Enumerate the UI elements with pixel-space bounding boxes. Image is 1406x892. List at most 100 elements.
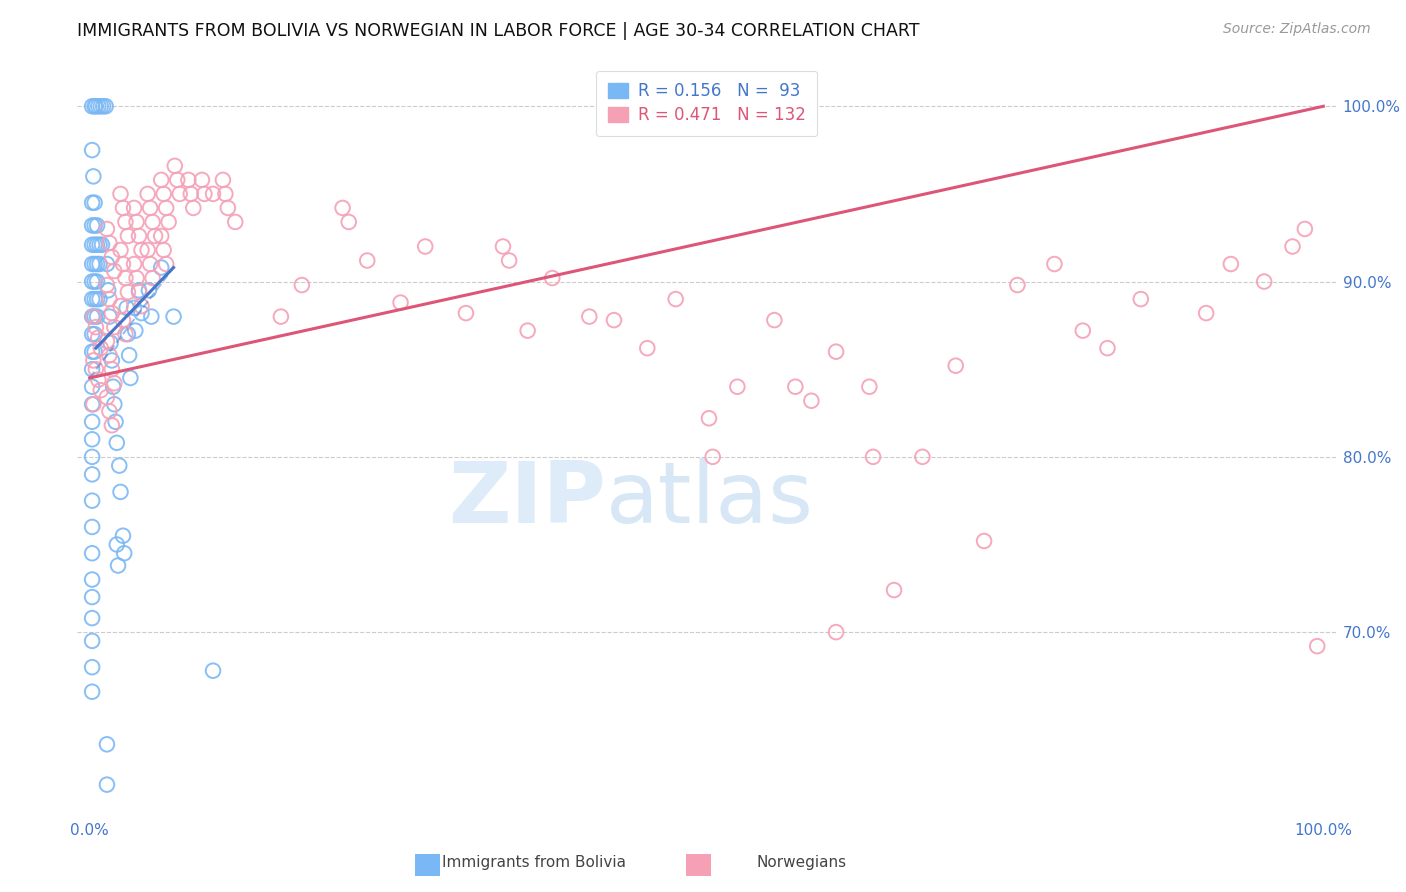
Point (82, 380, 104, 394)
Point (217, 201, 239, 215)
Point (82, 237, 104, 252)
Point (82, 590, 104, 604)
Point (105, 435, 128, 450)
Point (122, 201, 145, 215)
Point (82, 275, 104, 289)
Point (1195, 306, 1218, 320)
Point (82, 520, 104, 534)
Point (110, 243, 132, 257)
Point (83, 219, 105, 233)
Point (89, 237, 111, 252)
Point (181, 201, 204, 215)
Point (82, 195, 104, 210)
Point (82, 573, 104, 587)
Point (139, 257, 162, 271)
Point (413, 239, 436, 253)
Point (98, 292, 121, 306)
Point (87, 99, 110, 113)
Text: IMMIGRANTS FROM BOLIVIA VS NORWEGIAN IN LABOR FORCE | AGE 30-34 CORRELATION CHAR: IMMIGRANTS FROM BOLIVIA VS NORWEGIAN IN … (77, 22, 920, 40)
Point (82, 493, 104, 508)
Point (89, 292, 111, 306)
Point (152, 243, 174, 257)
Point (90, 341, 112, 355)
Point (107, 558, 129, 573)
Point (96, 737, 118, 751)
Point (90, 383, 112, 397)
Point (150, 260, 173, 275)
Point (180, 186, 202, 201)
Point (697, 411, 720, 425)
Point (114, 215, 136, 229)
Point (143, 229, 166, 244)
Point (177, 173, 200, 187)
Point (117, 327, 139, 342)
Point (90, 99, 112, 113)
Point (104, 415, 127, 429)
Point (110, 186, 132, 201)
Point (973, 533, 995, 548)
Point (141, 310, 163, 324)
Point (114, 327, 136, 342)
Point (138, 283, 160, 297)
Point (83, 292, 105, 306)
Point (800, 393, 823, 408)
Point (84, 99, 107, 113)
Point (118, 348, 141, 362)
Point (337, 215, 360, 229)
Point (785, 380, 807, 394)
Point (82, 546, 104, 560)
Point (578, 310, 600, 324)
Point (492, 239, 515, 253)
Point (101, 306, 124, 320)
Point (1097, 341, 1119, 355)
Point (332, 201, 354, 215)
Point (91, 99, 114, 113)
Point (162, 310, 184, 324)
Point (105, 537, 128, 551)
Point (82, 310, 104, 324)
Point (101, 353, 124, 368)
Legend: R = 0.156   N =  93, R = 0.471   N = 132: R = 0.156 N = 93, R = 0.471 N = 132 (596, 70, 817, 136)
Point (150, 229, 173, 244)
Point (122, 301, 145, 315)
Point (665, 292, 688, 306)
Point (82, 415, 104, 429)
Point (155, 257, 177, 271)
Point (103, 376, 125, 391)
Point (82, 99, 104, 113)
Point (82, 327, 104, 342)
Point (139, 201, 162, 215)
Point (356, 253, 378, 268)
Point (97, 283, 120, 297)
Point (82, 143, 104, 157)
Point (191, 173, 214, 187)
Point (82, 397, 104, 411)
Point (101, 362, 124, 376)
Point (516, 324, 538, 338)
Point (82, 633, 104, 648)
Point (163, 159, 186, 173)
Point (117, 229, 139, 244)
Point (131, 306, 153, 320)
Point (945, 359, 967, 373)
Point (83, 99, 105, 113)
Point (83, 344, 105, 359)
Point (1294, 222, 1316, 236)
Point (108, 458, 131, 473)
Point (82, 660, 104, 674)
Point (1306, 639, 1329, 653)
Point (94, 99, 117, 113)
Point (82, 292, 104, 306)
Point (84, 362, 107, 376)
Point (166, 173, 188, 187)
Point (150, 173, 173, 187)
Point (82, 169, 104, 184)
Point (498, 253, 520, 268)
Point (111, 257, 134, 271)
Point (111, 529, 134, 543)
Point (1071, 324, 1094, 338)
Point (825, 625, 848, 640)
Point (124, 324, 146, 338)
Point (1281, 239, 1303, 253)
Point (111, 313, 134, 327)
